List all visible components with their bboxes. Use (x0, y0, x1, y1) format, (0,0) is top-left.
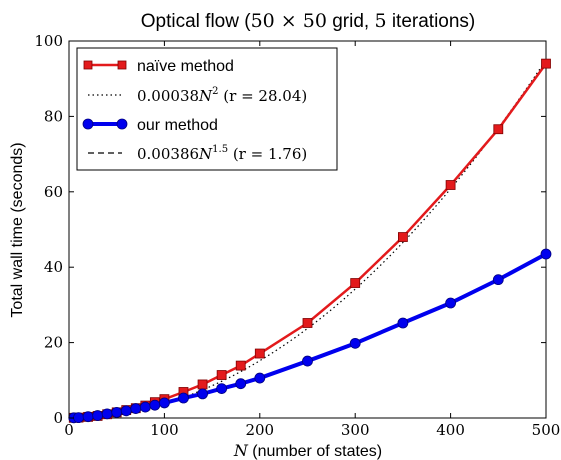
legend-label-our-method: our method (137, 117, 218, 134)
data-point-our-method (178, 392, 189, 404)
data-point-our-method (540, 248, 552, 260)
fit-quadratic-var: N (198, 87, 213, 105)
y-tick-label: 80 (44, 107, 63, 125)
fit-quadratic-r: (r = 28.04) (219, 87, 308, 105)
data-point-our-method (73, 412, 84, 424)
fit-quadratic-coef: 0.00038 (137, 87, 199, 105)
title-iterations: 5 (374, 10, 386, 32)
data-point-our-method (254, 372, 266, 384)
data-point-our-method (397, 317, 409, 329)
legend-label-fit-power: 0.00386N1.5 (r = 1.76) (137, 144, 307, 163)
x-tick-label: 0 (64, 421, 74, 439)
x-tick-label: 500 (532, 421, 561, 439)
data-point-our-method (130, 403, 142, 414)
y-tick-label: 20 (44, 334, 63, 352)
x-tick-label: 200 (245, 421, 274, 439)
data-point-our-method (149, 399, 161, 411)
data-point-naive-method (397, 232, 408, 242)
x-axis-label-var: N (233, 441, 249, 460)
axis-ticks: 0 100 200 300 400 500 0 20 40 60 80 100 (34, 32, 560, 439)
fit-power-var: N (198, 145, 213, 163)
legend-swatch-naive-marker-right (117, 60, 127, 70)
data-point-naive-method (350, 278, 361, 288)
data-point-naive-method (216, 370, 227, 380)
data-point-our-method (197, 388, 208, 400)
y-tick-label: 40 (44, 258, 63, 276)
legend: naïve method 0.00038N2 (r = 28.04) our m… (76, 47, 338, 171)
legend-swatch-our-marker-left (82, 118, 94, 130)
data-point-our-method (235, 378, 247, 390)
data-point-naive-method (445, 180, 456, 190)
y-axis-label: Total wall time (seconds) (9, 142, 26, 317)
legend-swatch-naive-marker-left (83, 60, 93, 70)
chart-title: Optical flow (50 × 50 grid, 5 iterations… (141, 10, 476, 32)
x-tick-label: 400 (436, 421, 465, 439)
fit-quadratic-exp: 2 (212, 86, 218, 97)
data-point-our-method (139, 401, 151, 413)
data-point-our-method (216, 383, 228, 394)
data-point-our-method (120, 405, 132, 417)
y-tick-label: 0 (53, 409, 63, 427)
legend-label-fit-quadratic: 0.00038N2 (r = 28.04) (137, 86, 307, 105)
data-point-naive-method (302, 318, 313, 328)
fit-power-coef: 0.00386 (137, 145, 199, 163)
data-point-naive-method (493, 124, 504, 135)
x-axis-label: N (number of states) (233, 441, 382, 460)
data-point-our-method (101, 408, 113, 420)
data-point-naive-method (541, 58, 551, 69)
series-markers-our-method (68, 248, 552, 424)
data-point-naive-method (235, 360, 246, 371)
title-grid: 50 × 50 (251, 10, 327, 32)
data-point-our-method (445, 297, 457, 309)
x-axis-label-text: (number of states) (248, 443, 382, 460)
data-point-our-method (158, 397, 170, 409)
data-point-our-method (492, 274, 504, 286)
data-point-our-method (302, 355, 313, 367)
x-tick-label: 300 (341, 421, 370, 439)
data-point-our-method (111, 406, 123, 418)
data-point-our-method (82, 411, 94, 423)
legend-label-naive-method: naïve method (137, 58, 234, 75)
fit-power-exp: 1.5 (212, 144, 228, 155)
legend-swatch-our-marker-right (116, 118, 128, 130)
title-middle: grid, (327, 11, 375, 32)
fit-power-r: (r = 1.76) (228, 145, 307, 163)
x-tick-label: 100 (150, 421, 179, 439)
y-tick-label: 100 (34, 32, 63, 50)
data-point-our-method (92, 410, 104, 421)
y-tick-label: 60 (44, 183, 63, 201)
data-point-naive-method (254, 348, 265, 359)
data-point-naive-method (197, 379, 208, 390)
title-suffix: iterations) (387, 11, 476, 32)
title-prefix: Optical flow ( (141, 11, 251, 32)
data-point-our-method (349, 337, 361, 349)
